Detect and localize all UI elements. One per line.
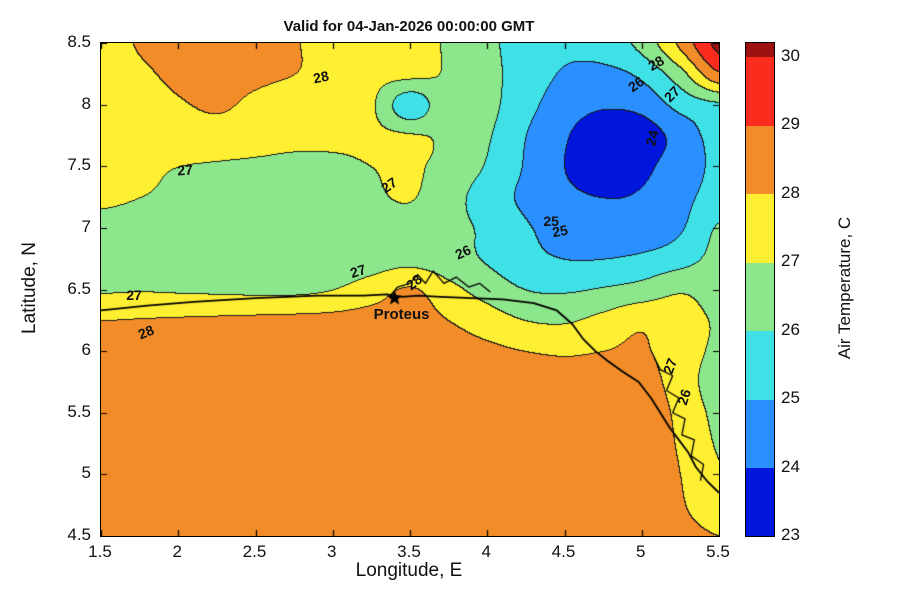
colorbar-tick-label: 24 — [781, 456, 800, 476]
colorbar-band-29 — [746, 57, 774, 126]
x-tick-label: 2.5 — [242, 542, 267, 561]
colorbar-label: Air Temperature, C — [835, 216, 854, 360]
plot-area — [100, 42, 720, 537]
x-tick-label: 1.5 — [88, 542, 112, 561]
colorbar-band-26 — [746, 262, 774, 332]
colorbar-tick-label: 30 — [781, 46, 800, 65]
colorbar-tick-label: 27 — [781, 251, 800, 271]
temperature-contour-canvas — [101, 43, 719, 536]
y-tick-label: 8.5 — [67, 32, 91, 51]
y-axis-label: Latitude, N — [19, 242, 40, 334]
contour-label-25: 25 — [543, 212, 559, 229]
x-tick-label: 5.5 — [706, 542, 730, 561]
colorbar-tick-label: 23 — [781, 525, 800, 544]
colorbar-band-25 — [746, 330, 774, 400]
colorbar-tick-label: 26 — [781, 319, 800, 339]
x-tick-label: 4.5 — [551, 542, 576, 561]
y-tick-label: 5.5 — [67, 401, 91, 421]
y-tick-label: 6 — [81, 340, 91, 360]
contour-label-27: 27 — [126, 286, 142, 303]
y-tick-label: 5 — [81, 463, 91, 483]
colorbar — [745, 42, 775, 537]
x-tick-label: 2 — [172, 542, 182, 561]
y-tick-label: 8 — [81, 93, 91, 113]
x-tick-label: 3.5 — [397, 542, 421, 561]
x-tick-label: 5 — [636, 542, 646, 561]
colorbar-band-23 — [746, 467, 774, 537]
x-tick-label: 3 — [327, 542, 337, 561]
colorbar-band-27 — [746, 193, 774, 263]
station-name-label: Proteus — [373, 306, 430, 324]
y-tick-label: 6.5 — [67, 278, 91, 298]
contour-label-27: 27 — [176, 161, 194, 179]
x-axis-label: Longitude, E — [355, 560, 463, 581]
colorbar-band-30 — [746, 43, 774, 57]
colorbar-tick-label: 25 — [781, 388, 800, 408]
colorbar-tick-label: 29 — [781, 114, 800, 134]
plot-title: Valid for 04-Jan-2026 00:00:00 GMT — [283, 18, 535, 35]
y-tick-label: 7.5 — [67, 155, 91, 175]
colorbar-tick-label: 28 — [781, 182, 800, 202]
colorbar-band-28 — [746, 125, 774, 195]
contour-label-28: 28 — [311, 67, 331, 86]
colorbar-band-24 — [746, 399, 774, 469]
x-tick-label: 4 — [481, 542, 491, 561]
y-tick-label: 7 — [81, 216, 91, 236]
y-tick-label: 4.5 — [67, 525, 91, 544]
